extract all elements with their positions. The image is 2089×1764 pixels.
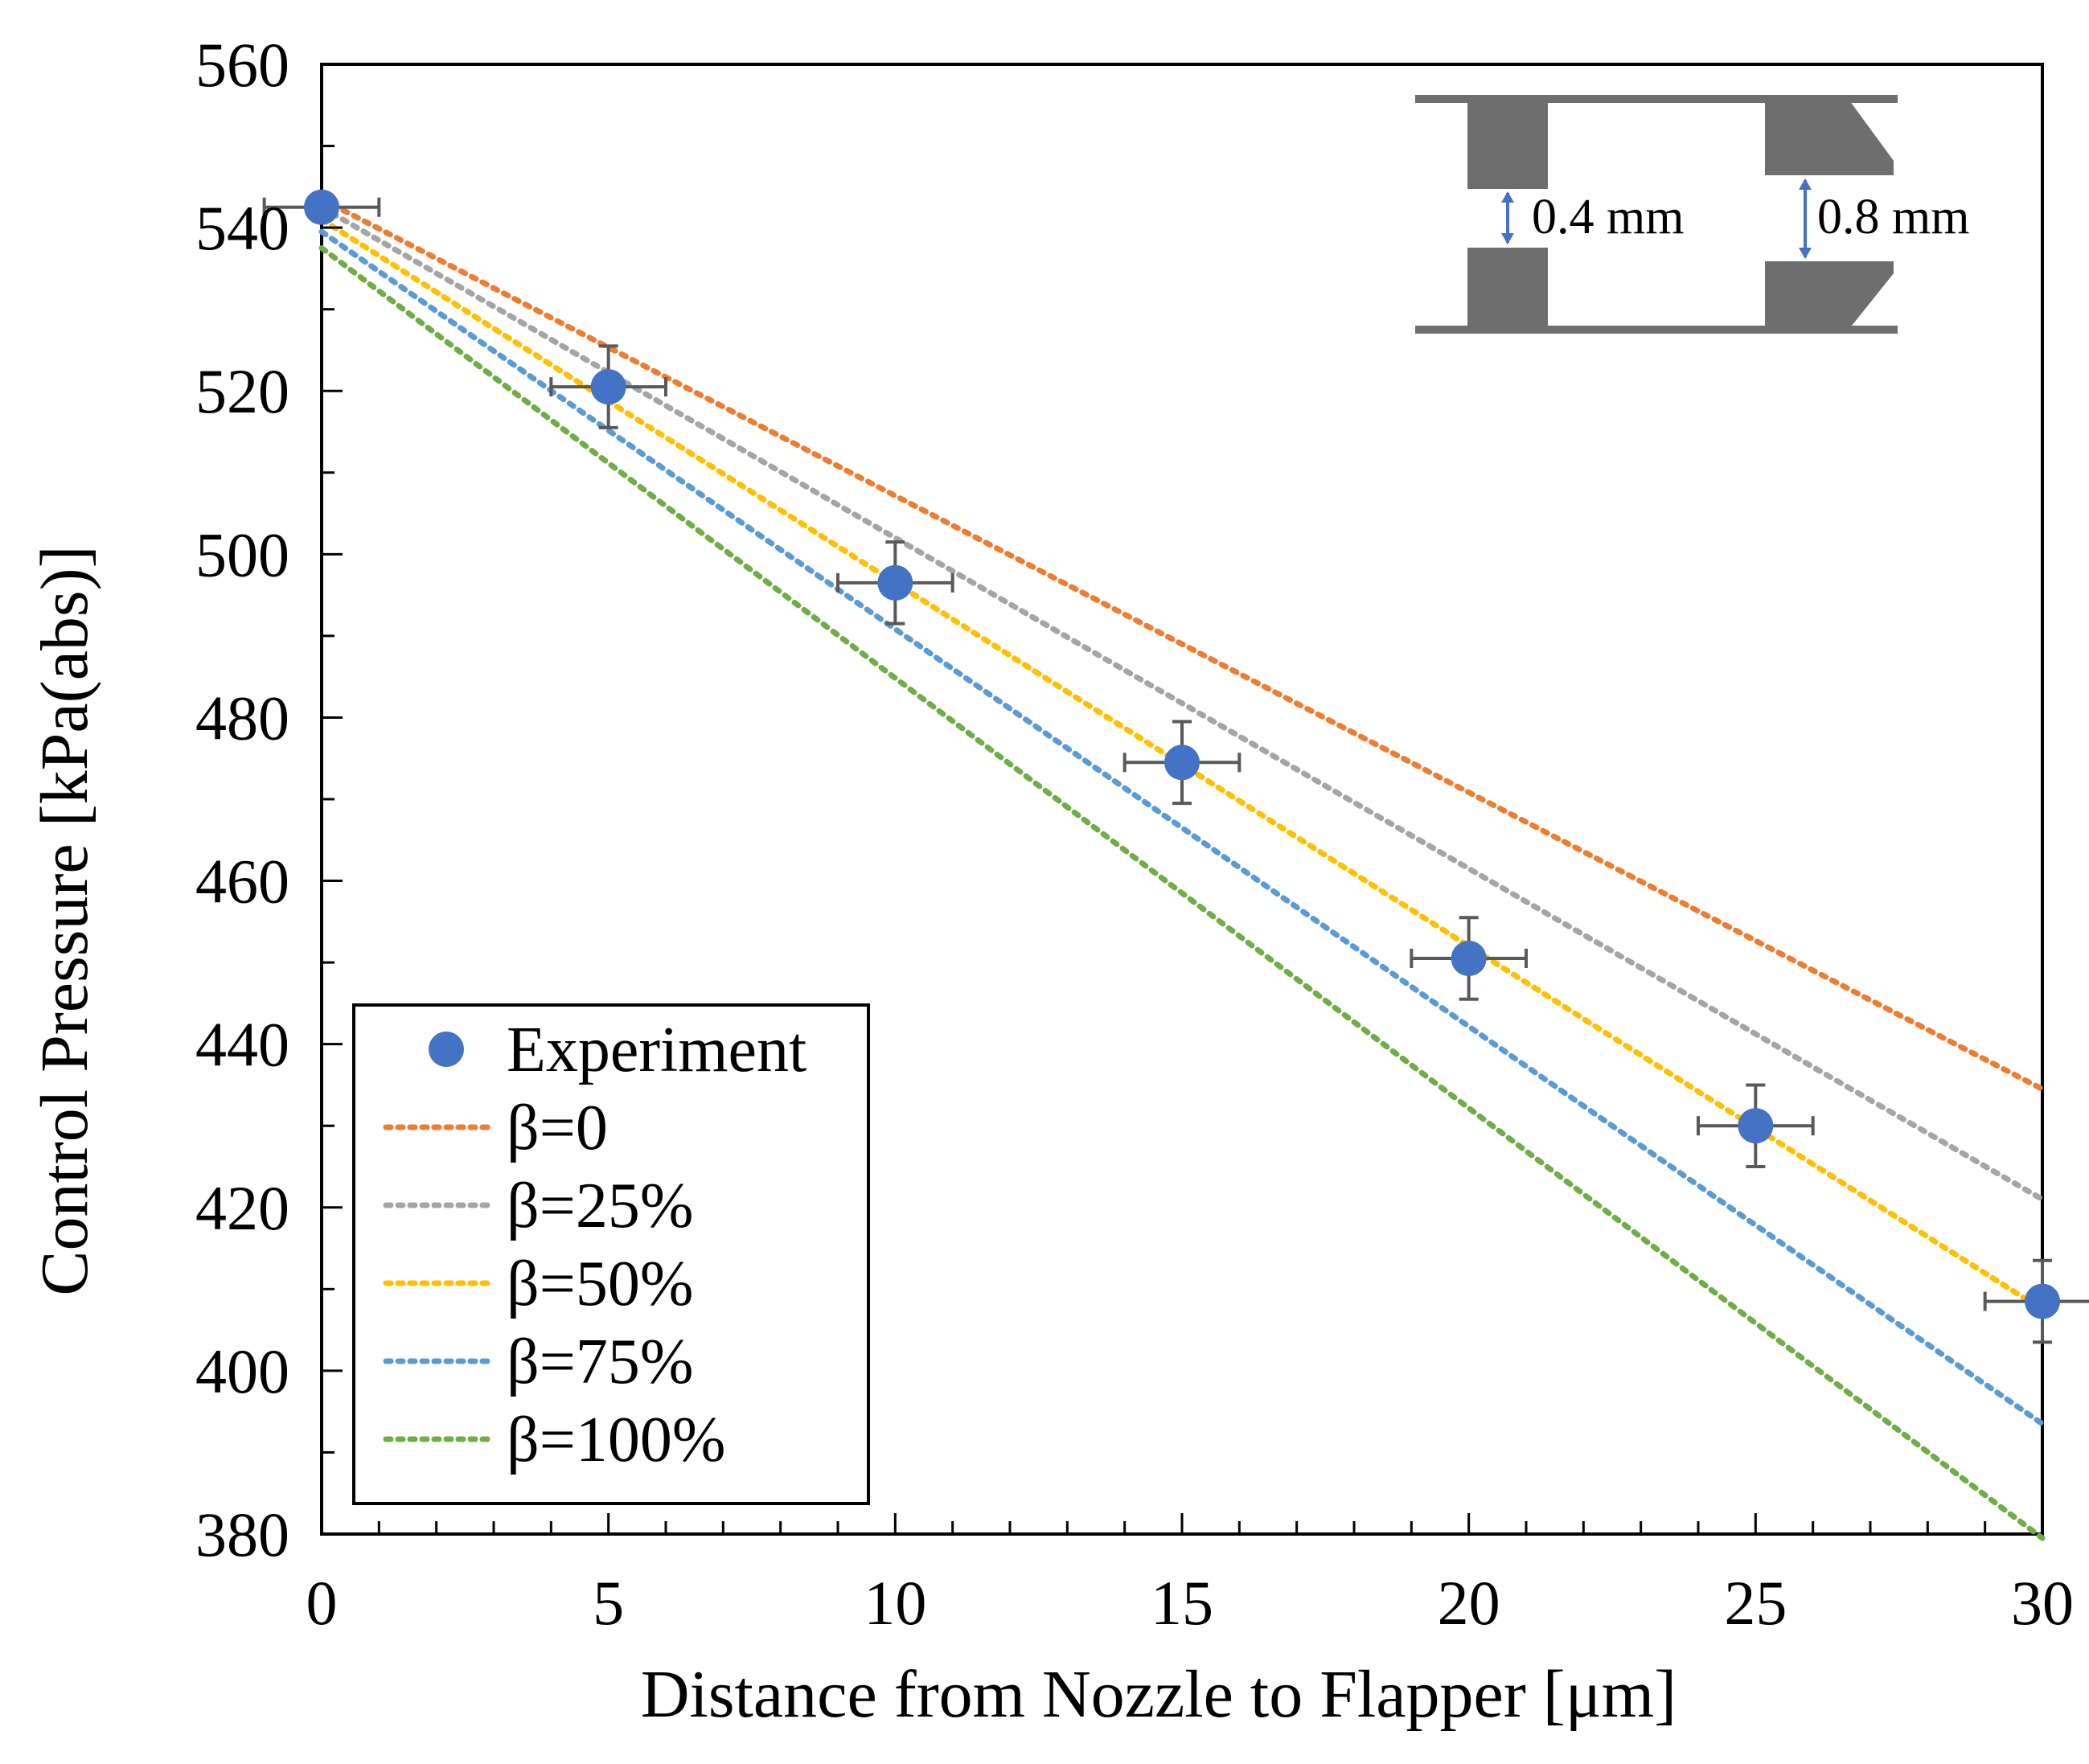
y-tick-label: 400 <box>195 1336 289 1406</box>
y-axis-title: Control Pressure [kPa(abs)] <box>27 545 102 1295</box>
y-tick-label: 560 <box>195 30 289 100</box>
experiment-point <box>590 369 626 405</box>
x-tick-label: 25 <box>1724 1568 1787 1638</box>
inset-arrow-gap-2-up <box>1799 178 1812 190</box>
points-layer <box>262 189 2089 1344</box>
inset-arrow-gap-1-down <box>1501 233 1514 244</box>
y-tick-label: 540 <box>195 193 289 263</box>
inset-nozzle-bottom-block <box>1467 248 1548 330</box>
series-line-β=100% <box>318 245 2046 1541</box>
series-line-β=75% <box>318 228 2046 1427</box>
inset-flapper-bottom-block <box>1765 261 1894 334</box>
legend-label-β=0: β=0 <box>507 1093 608 1163</box>
experiment-point <box>304 189 339 225</box>
y-tick-label: 460 <box>195 847 289 917</box>
experiment-point <box>1451 941 1487 977</box>
inset-label-gap-1: 0.4 mm <box>1532 190 1684 244</box>
inset-flapper-top-block <box>1765 95 1894 175</box>
x-tick-label: 20 <box>1438 1568 1500 1638</box>
axes-layer: 0 5 10 15 20 25 30 380 400 420 440 460 480 500 520 540 5… <box>195 30 2074 1638</box>
x-tick-label: 15 <box>1151 1568 1213 1638</box>
y-tick-label: 520 <box>195 356 289 426</box>
x-tick-label: 10 <box>864 1568 926 1638</box>
legend: Experiment β=0 β=25% β=50% β=75% β=100% <box>352 1003 870 1505</box>
legend-label-β=100%: β=100% <box>507 1405 725 1475</box>
legend-marker-experiment <box>429 1032 464 1067</box>
legend-label-β=75%: β=75% <box>507 1327 693 1397</box>
inset-top-line <box>1415 95 1898 103</box>
inset-bottom-line <box>1415 326 1898 334</box>
nozzle-flapper-inset: 0.4 mm 0.8 mm <box>1415 95 1969 334</box>
x-tick-label: 0 <box>306 1568 338 1638</box>
y-tick-label: 480 <box>195 683 289 753</box>
legend-label-experiment: Experiment <box>507 1015 806 1085</box>
x-tick-label: 5 <box>593 1568 624 1638</box>
inset-arrow-gap-1-up <box>1501 191 1514 203</box>
experiment-point <box>2025 1283 2060 1319</box>
inset-nozzle-top-block <box>1467 99 1548 189</box>
y-tick-label: 420 <box>195 1173 289 1243</box>
y-tick-label: 440 <box>195 1010 289 1080</box>
x-tick-label: 30 <box>2011 1568 2074 1638</box>
experiment-point <box>1164 745 1200 781</box>
experiment-point <box>1738 1108 1774 1144</box>
experiment-point <box>877 564 913 601</box>
legend-label-β=25%: β=25% <box>507 1171 693 1241</box>
y-tick-label: 500 <box>195 519 289 589</box>
inset-label-gap-2: 0.8 mm <box>1817 190 1969 244</box>
inset-arrow-gap-2-down <box>1799 248 1812 259</box>
legend-box <box>352 1003 870 1505</box>
y-tick-label: 380 <box>195 1499 289 1569</box>
x-axis-title: Distance from Nozzle to Flapper [μm] <box>641 1657 1677 1732</box>
legend-label-β=50%: β=50% <box>507 1249 693 1319</box>
